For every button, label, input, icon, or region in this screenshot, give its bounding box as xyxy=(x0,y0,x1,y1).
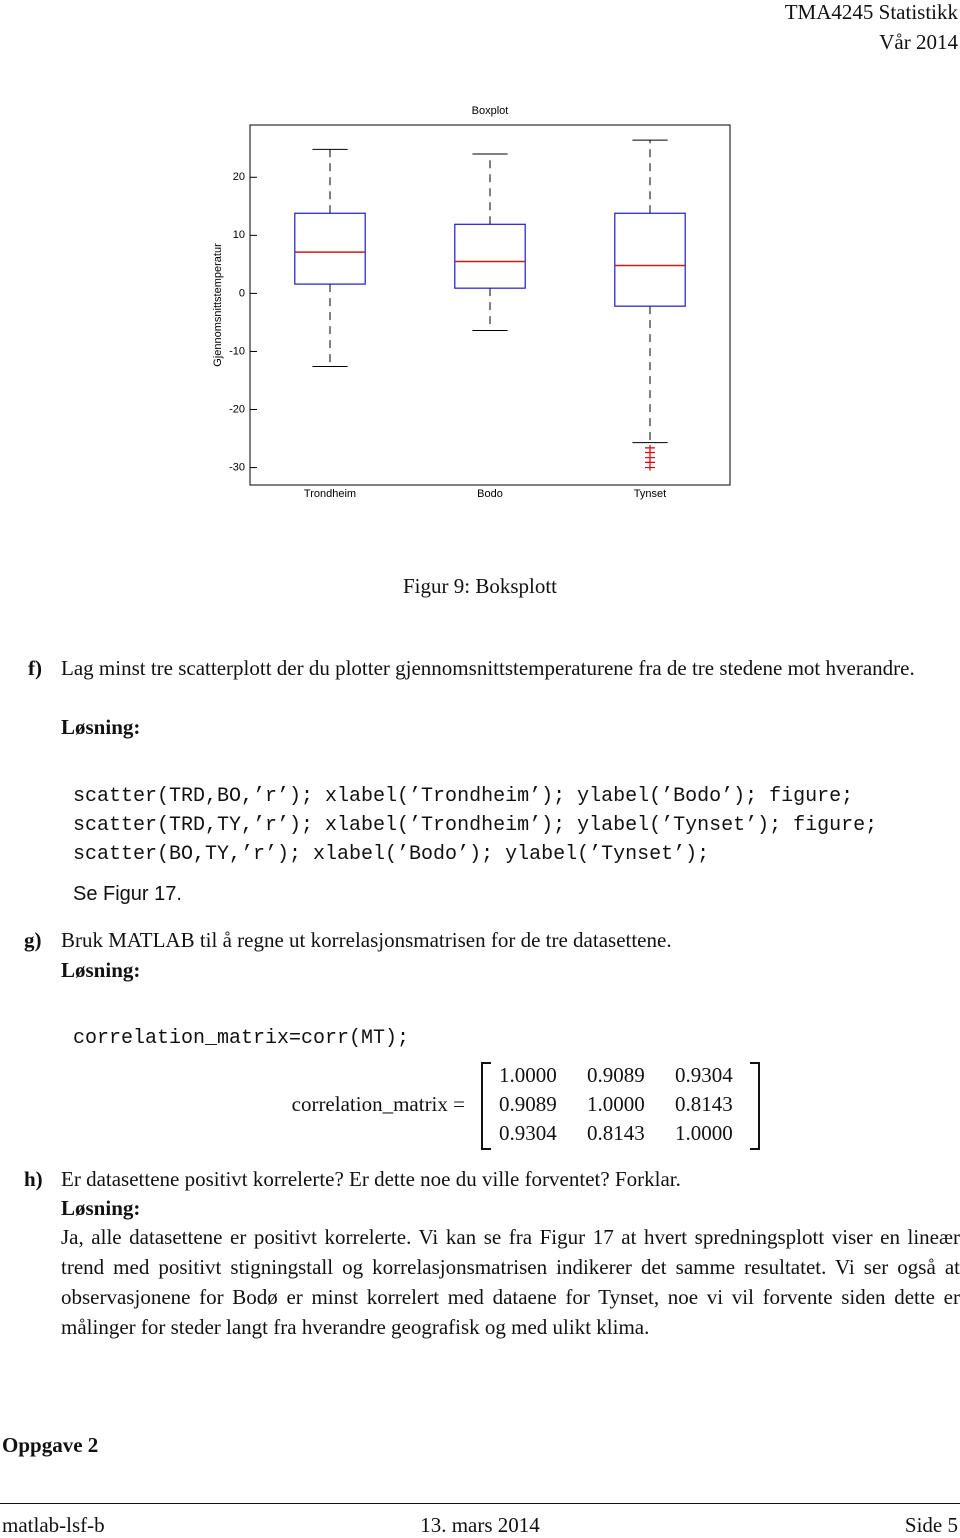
boxplot-chart: Boxplot Gjennomsnittstemperatur -30 -20 -1… xyxy=(212,105,731,500)
box xyxy=(294,212,366,285)
answer: Ja, alle datasettene er positivt korrele… xyxy=(61,1225,960,1339)
code-line: scatter(TRD,TY,’r’); xlabel(’Trondheim’)… xyxy=(73,814,878,837)
x-tick-label: Trondheim xyxy=(304,488,356,500)
y-tick-label: 10 xyxy=(233,229,245,241)
figure-caption: Figur 9: Boksplott xyxy=(402,574,558,598)
matrix-cell: 0.9089 xyxy=(499,1092,557,1116)
y-axis-label: Gjennomsnittstemperatur xyxy=(212,243,224,367)
matrix-cell: 0.9304 xyxy=(675,1063,733,1087)
outlier xyxy=(645,449,655,456)
y-tick-label: 20 xyxy=(233,171,245,183)
matrix-cell: 1.0000 xyxy=(499,1063,557,1087)
footer-right: Side 5 xyxy=(904,1513,958,1537)
item-label: g) xyxy=(24,928,42,952)
solution-label: Løsning: xyxy=(61,1196,141,1220)
section-heading: Oppgave 2 xyxy=(2,1433,99,1457)
solution-label: Løsning: xyxy=(61,958,141,982)
outlier xyxy=(645,459,655,466)
code-line: scatter(TRD,BO,’r’); xlabel(’Trondheim’)… xyxy=(73,785,854,808)
box xyxy=(454,223,526,289)
footer-left: matlab-lsf-b xyxy=(2,1513,105,1537)
code-line: scatter(BO,TY,’r’); xlabel(’Bodo’); ylab… xyxy=(73,843,710,866)
item-label: f) xyxy=(28,656,42,680)
chart-title: Boxplot xyxy=(472,105,509,117)
solution-label: Løsning: xyxy=(61,715,141,739)
code-line: correlation_matrix=corr(MT); xyxy=(73,1027,410,1050)
matrix-cell: 0.9089 xyxy=(587,1063,645,1087)
footer-center: 13. mars 2014 xyxy=(420,1513,540,1537)
matrix-cell: 0.8143 xyxy=(587,1121,645,1145)
matrix-cell: 1.0000 xyxy=(587,1092,645,1116)
y-tick-label: -30 xyxy=(229,461,245,473)
y-tick-label: -10 xyxy=(229,345,245,357)
outlier xyxy=(645,464,655,471)
matrix-bracket-right xyxy=(750,1062,760,1150)
box xyxy=(614,212,686,307)
matrix-cell: 1.0000 xyxy=(675,1121,733,1145)
header-course: TMA4245 Statistikk xyxy=(784,0,958,24)
footer-rule xyxy=(0,1503,960,1504)
x-tick-label: Tynset xyxy=(634,488,666,500)
matrix-label: correlation_matrix = xyxy=(291,1092,465,1116)
y-tick-label: -20 xyxy=(229,403,245,415)
question: Er datasettene positivt korrelerte? Er d… xyxy=(61,1167,681,1191)
question: Lag minst tre scatterplott der du plotte… xyxy=(61,656,915,680)
item-label: h) xyxy=(24,1167,43,1191)
matrix-bracket-left xyxy=(481,1062,491,1150)
question: Bruk MATLAB til å regne ut korrelasjonsm… xyxy=(61,928,672,952)
plot-frame xyxy=(249,124,731,486)
y-tick-label: 0 xyxy=(239,287,245,299)
note: Se Figur 17. xyxy=(73,883,182,905)
x-tick-label: Bodo xyxy=(477,488,503,500)
matrix-cell: 0.9304 xyxy=(499,1121,557,1145)
matrix-cell: 0.8143 xyxy=(675,1092,733,1116)
header-term: Vår 2014 xyxy=(879,30,958,54)
